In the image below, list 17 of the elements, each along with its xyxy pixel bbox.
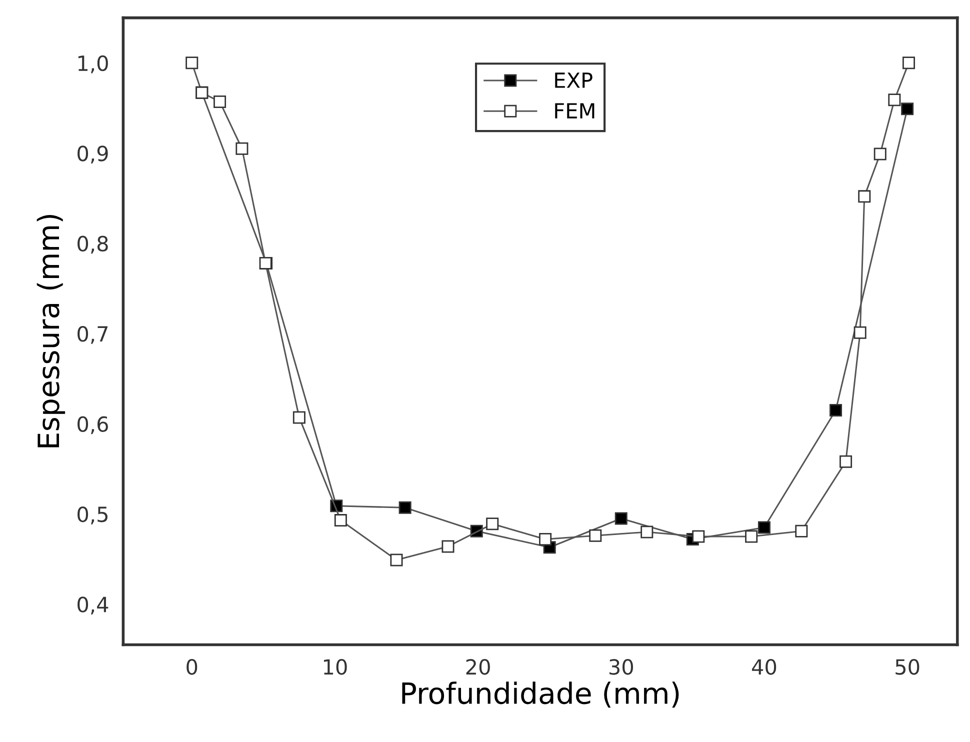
legend-label: EXP bbox=[555, 72, 592, 88]
x-tick-label: 40 bbox=[752, 659, 776, 675]
y-tick-label: 0,5 bbox=[78, 506, 108, 524]
x-tick-label: 20 bbox=[466, 659, 490, 675]
y-tick-label: 0,9 bbox=[78, 146, 108, 164]
legend-label: FEM bbox=[555, 103, 594, 118]
x-tick-label: 50 bbox=[896, 659, 920, 675]
y-axis-title: Espessura (mm) bbox=[36, 214, 66, 448]
y-tick-label: 0,8 bbox=[78, 236, 108, 254]
y-tick-label: 0,6 bbox=[78, 416, 108, 434]
y-tick-label: 1,0 bbox=[78, 55, 108, 74]
x-tick-label: 30 bbox=[609, 659, 634, 675]
y-tick-label: 0,4 bbox=[78, 596, 108, 615]
x-tick-label: 0 bbox=[186, 659, 198, 675]
x-tick-label: 10 bbox=[324, 659, 347, 675]
x-axis-title: Profundidade (mm) bbox=[402, 682, 679, 708]
y-tick-label: 0,7 bbox=[78, 326, 108, 344]
